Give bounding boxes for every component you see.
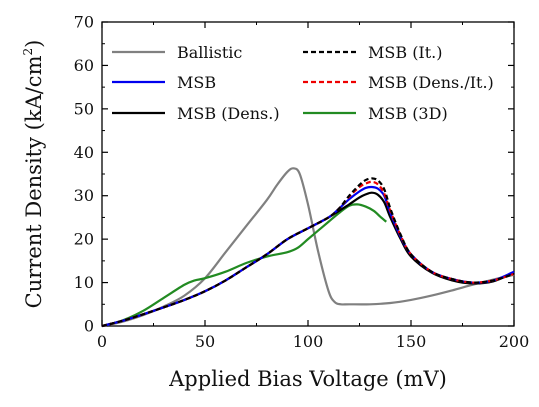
y-axis-title-close: ) [22,40,46,48]
y-axis-title: Current Density (kA/cm2) [21,40,46,309]
legend: Ballistic MSB (It.) MSB MSB (Dens./It.) MSB … [112,43,494,123]
x-tick-label: 150 [396,332,427,351]
y-tick-label: 20 [74,230,94,249]
axis-tick-labels: 0 50 100 150 200 0 10 20 30 40 50 60 70 [74,13,530,352]
legend-label-msb-dens-it: MSB (Dens./It.) [368,73,494,92]
y-axis-title-superscript: 2 [21,48,35,56]
legend-label-msb-3d: MSB (3D) [368,104,448,123]
legend-label-msb-it: MSB (It.) [368,43,443,62]
series-line-msb-it [101,177,515,328]
y-tick-label: 70 [74,13,94,32]
y-tick-label: 0 [84,317,94,336]
legend-label-ballistic: Ballistic [177,43,242,62]
axis-ticks [101,21,515,327]
y-tick-label: 30 [74,186,94,205]
legend-label-msb: MSB [177,73,216,92]
series-line-msb-3d [101,203,387,328]
x-axis-title: Applied Bias Voltage (mV) [168,367,447,391]
series-line-ballistic [101,167,515,328]
legend-label-msb-dens: MSB (Dens.) [177,104,280,123]
y-tick-label: 60 [74,56,94,75]
x-tick-label: 50 [195,332,215,351]
x-tick-label: 100 [293,332,324,351]
series-layer [101,167,515,328]
y-tick-label: 40 [74,143,94,162]
y-tick-label: 10 [74,273,94,292]
x-tick-label: 0 [97,332,107,351]
y-axis-title-main: Current Density (kA/cm [22,55,46,308]
x-tick-label: 200 [499,332,530,351]
y-tick-label: 50 [74,99,94,118]
